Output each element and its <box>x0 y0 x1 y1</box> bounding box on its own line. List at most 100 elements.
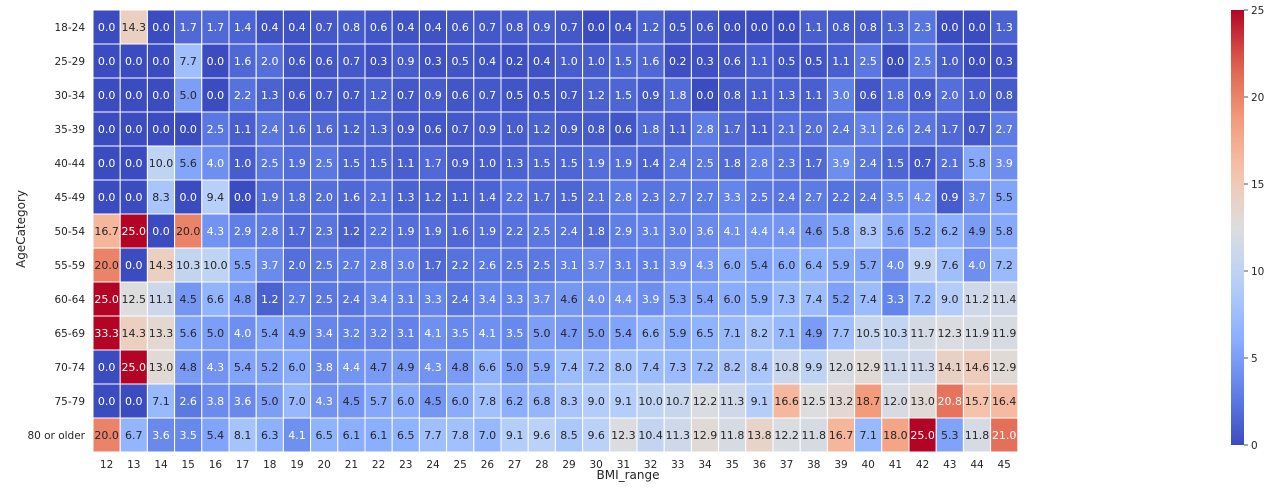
cell-value-label: 2.7 <box>288 293 306 306</box>
cell-value-label: 6.8 <box>533 395 551 408</box>
cell-value-label: 11.8 <box>965 429 990 442</box>
heatmap-cell <box>908 213 937 249</box>
cell-value-label: 8.3 <box>152 191 170 204</box>
cell-value-label: 0.0 <box>968 21 986 34</box>
heatmap-cell <box>446 9 475 45</box>
cell-value-label: 6.0 <box>288 361 306 374</box>
cell-value-label: 1.9 <box>615 157 633 170</box>
cell-value-label: 1.1 <box>832 55 850 68</box>
cell-value-label: 0.0 <box>887 55 905 68</box>
cell-value-label: 5.9 <box>669 327 687 340</box>
heatmap-cell <box>228 281 257 317</box>
heatmap-cell <box>609 247 638 283</box>
cell-value-label: 2.0 <box>805 123 823 136</box>
cell-value-label: 2.4 <box>914 123 932 136</box>
heatmap-cell <box>745 111 774 147</box>
cell-value-label: 1.7 <box>805 157 823 170</box>
heatmap-cell <box>146 213 176 249</box>
cell-value-label: 8.2 <box>751 327 769 340</box>
cell-value-label: 10.0 <box>203 259 228 272</box>
cell-value-label: 9.6 <box>587 429 605 442</box>
cell-value-label: 3.1 <box>642 259 660 272</box>
heatmap-cell <box>990 315 1019 351</box>
cell-value-label: 5.8 <box>995 225 1013 238</box>
cell-value-label: 4.3 <box>424 361 442 374</box>
cell-value-label: 1.7 <box>723 123 741 136</box>
heatmap-cell <box>527 417 556 453</box>
cell-value-label: 13.0 <box>149 361 174 374</box>
cell-value-label: 2.0 <box>261 55 279 68</box>
heatmap-cell <box>174 383 203 419</box>
cell-value-label: 0.0 <box>98 157 116 170</box>
x-tick-label: 22 <box>372 459 385 471</box>
heatmap-cell <box>881 383 910 419</box>
cell-value-label: 5.5 <box>995 191 1013 204</box>
cell-value-label: 12.9 <box>856 361 881 374</box>
cell-value-label: 0.5 <box>778 55 796 68</box>
cell-value-label: 7.7 <box>424 429 442 442</box>
cell-value-label: 2.4 <box>778 191 796 204</box>
cell-value-label: 3.0 <box>397 259 415 272</box>
cell-value-label: 1.9 <box>587 157 605 170</box>
cell-value-label: 1.2 <box>424 191 442 204</box>
heatmap-cell <box>745 247 774 283</box>
cell-value-label: 1.2 <box>261 293 279 306</box>
cell-value-label: 4.8 <box>179 361 197 374</box>
heatmap-cell <box>609 417 638 453</box>
cell-value-label: 0.9 <box>397 123 415 136</box>
cell-value-label: 0.0 <box>968 55 986 68</box>
cell-value-label: 0.0 <box>98 55 116 68</box>
heatmap-cell <box>337 315 366 351</box>
heatmap-cell <box>364 145 393 181</box>
cell-value-label: 6.4 <box>805 259 823 272</box>
cell-value-label: 0.4 <box>479 55 497 68</box>
heatmap-cell <box>255 213 284 249</box>
cell-value-label: 2.0 <box>288 259 306 272</box>
heatmap-cell <box>636 9 665 45</box>
heatmap-cell <box>310 247 339 283</box>
x-tick-label: 26 <box>481 459 495 471</box>
cell-value-label: 1.1 <box>751 55 769 68</box>
heatmap-cell <box>282 315 312 351</box>
heatmap-cell <box>337 417 366 453</box>
heatmap-cell <box>554 247 584 283</box>
heatmap-cell <box>908 281 937 317</box>
cell-value-label: 4.6 <box>560 293 578 306</box>
cell-value-label: 12.2 <box>774 429 799 442</box>
cell-value-label: 7.1 <box>723 327 741 340</box>
cell-value-label: 0.0 <box>152 89 170 102</box>
cell-value-label: 0.9 <box>941 191 959 204</box>
cell-value-label: 5.9 <box>533 361 551 374</box>
heatmap-cell <box>473 417 502 453</box>
heatmap-cell <box>935 145 964 181</box>
heatmap-cell <box>146 43 176 79</box>
cell-value-label: 0.5 <box>451 55 469 68</box>
heatmap-cell <box>609 9 638 45</box>
cell-value-label: 0.9 <box>424 89 442 102</box>
heatmap-cell <box>990 383 1019 419</box>
heatmap-cell <box>690 349 720 385</box>
cell-value-label: 6.5 <box>397 429 415 442</box>
cell-value-label: 4.8 <box>234 293 252 306</box>
cell-value-label: 6.1 <box>343 429 361 442</box>
heatmap-cell <box>663 43 692 79</box>
x-axis-label: BMI_range <box>596 468 659 482</box>
cell-value-label: 4.1 <box>479 327 497 340</box>
cell-value-label: 2.5 <box>696 157 714 170</box>
cell-value-label: 3.1 <box>642 225 660 238</box>
cell-value-label: 7.4 <box>805 293 823 306</box>
cell-value-label: 7.6 <box>941 259 959 272</box>
heatmap-cell <box>391 145 420 181</box>
cell-value-label: 0.8 <box>995 89 1013 102</box>
heatmap-cell <box>799 111 828 147</box>
colorbar-tick-label: 25 <box>1251 5 1264 17</box>
cell-value-label: 8.3 <box>560 395 578 408</box>
cell-value-label: 5.3 <box>941 429 959 442</box>
y-tick-label: 50-54 <box>54 226 85 238</box>
heatmap-cell <box>935 111 964 147</box>
x-tick-label: 39 <box>834 459 847 471</box>
heatmap-cell <box>582 9 611 45</box>
heatmap-cell <box>636 349 665 385</box>
cell-value-label: 3.9 <box>669 259 687 272</box>
cell-value-label: 10.3 <box>176 259 201 272</box>
